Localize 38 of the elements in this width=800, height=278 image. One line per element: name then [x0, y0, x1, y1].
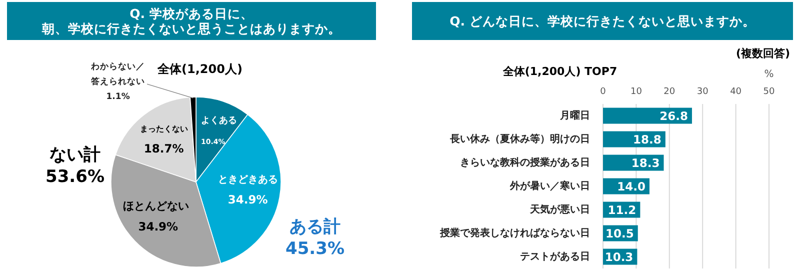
- slice-label: ときどきある: [218, 174, 278, 186]
- x-tick-label: 20: [664, 87, 676, 97]
- x-tick-label: 10: [630, 87, 642, 97]
- slice-label: まったくない: [140, 124, 188, 134]
- y-tick-label: きらいな教科の授業がある日: [460, 156, 590, 168]
- data-label: 10.3: [604, 250, 634, 264]
- y-tick-label: テストがある日: [520, 251, 590, 262]
- text: ある計 45.3%: [286, 217, 344, 259]
- data-label: 26.8: [660, 108, 688, 123]
- data-label: 14.0: [617, 179, 646, 194]
- x-tick-label: 0: [600, 87, 606, 97]
- text: ない計 53.6%: [46, 145, 104, 187]
- data-label: 34.9%: [138, 220, 179, 234]
- chart-title: Q. どんな日に、学校に行きたくないと思いますか。: [450, 14, 756, 28]
- data-label: 18.3: [631, 156, 660, 170]
- x-tick-label: 30: [696, 87, 709, 97]
- y-tick-label: 天気が悪い日: [529, 203, 590, 216]
- data-label: 18.8: [633, 132, 662, 146]
- x-axis-title: %: [764, 69, 774, 80]
- data-label: 18.7%: [144, 141, 184, 156]
- chart-title: Q. 学校がある日に、朝、学校に行きたくないと思うことはありますか。: [41, 6, 341, 36]
- x-tick-label: 40: [730, 87, 742, 97]
- slice-label: わからない／答えられない: [90, 62, 146, 88]
- data-label: 11.2: [608, 202, 636, 217]
- chart-subtitle: 全体(1,200人): [156, 62, 242, 76]
- slice-label: ほとんどない: [123, 200, 189, 213]
- y-tick-label: 外が暑い／寒い日: [509, 180, 590, 192]
- data-label: 1.1%: [106, 92, 130, 102]
- data-label: 10.5: [605, 226, 634, 240]
- y-tick-label: 月曜日: [559, 109, 590, 122]
- y-tick-label: 授業で発表しなければならない日: [439, 226, 590, 239]
- data-label: 34.9%: [228, 192, 268, 206]
- slice-label: よくある: [201, 116, 237, 126]
- x-tick-label: 50: [763, 87, 775, 97]
- chart-subtitle: 全体(1,200人) TOP7: [502, 65, 618, 78]
- text: (複数回答): [736, 47, 790, 60]
- bar: [603, 108, 692, 124]
- y-tick-label: 長い休み（夏休み等）明けの日: [449, 132, 590, 145]
